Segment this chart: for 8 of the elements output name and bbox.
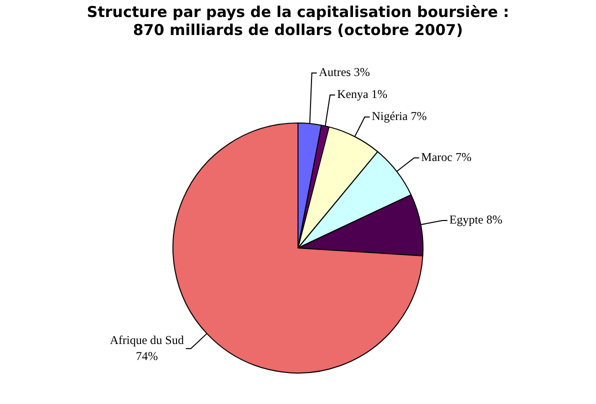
slice-label: Nigéria 7% [372,109,427,124]
chart-title: Structure par pays de la capitalisation boursière : 870 milliards de dollars (octobre 2007) [86,2,510,39]
data-label: 74% [136,348,158,363]
slice-label: Kenya 1% [337,87,388,102]
slice-label: Autres 3% [318,65,370,80]
slice-label: Afrique du Sud [110,332,184,347]
slice-label: Egypte 8% [449,212,502,227]
slice-label: Maroc 7% [421,150,472,164]
